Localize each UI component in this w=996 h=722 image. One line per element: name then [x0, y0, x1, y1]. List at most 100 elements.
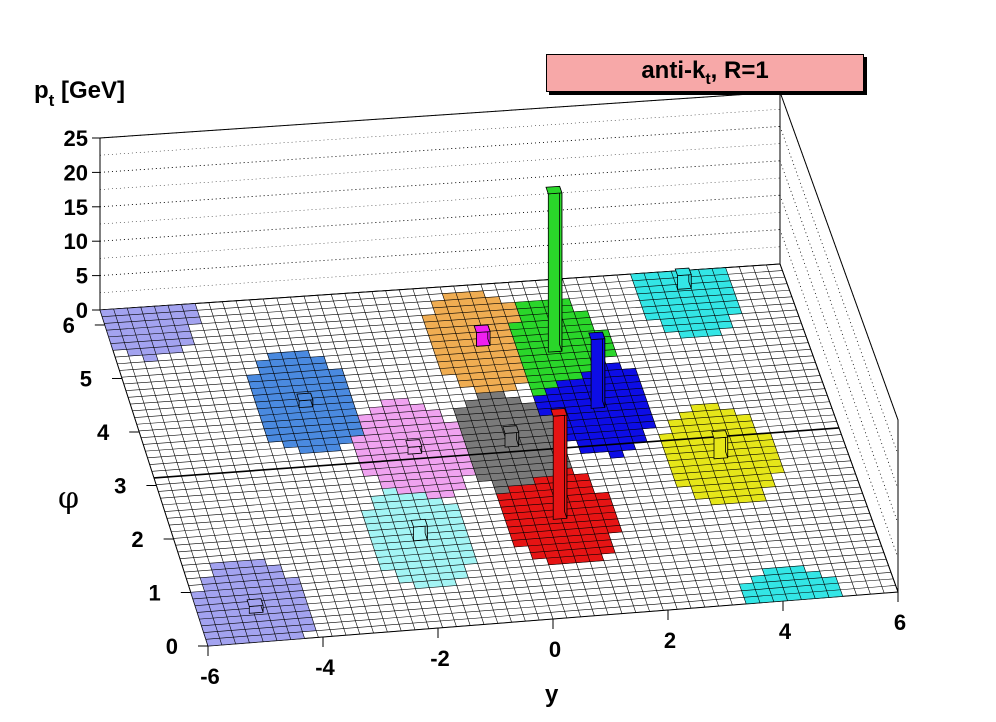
jet-cell — [432, 347, 450, 356]
floor-gridline — [102, 270, 783, 318]
jet-cell — [634, 286, 652, 295]
jet-cell — [404, 472, 422, 481]
jet-cell — [438, 490, 456, 499]
jet-cell — [418, 430, 436, 439]
jet-cell — [266, 352, 284, 361]
jet-cell — [528, 340, 545, 349]
y-tick-label: -4 — [315, 655, 335, 680]
jet-cell — [361, 468, 378, 477]
floor-gridline — [162, 453, 849, 506]
floor-gridline — [158, 440, 844, 492]
jet-cell — [439, 367, 457, 376]
tower-top — [545, 185, 563, 195]
phi-tick-label: 5 — [80, 366, 92, 391]
jet-cell — [457, 338, 475, 348]
jet-cell — [532, 354, 550, 363]
floor-gridline — [99, 263, 781, 311]
back-minor-gridline — [99, 108, 781, 156]
jet-cell — [575, 357, 593, 366]
jet-cell — [146, 326, 164, 335]
jet-cell — [516, 429, 534, 438]
jet-cell — [453, 366, 470, 375]
jet-cell — [719, 408, 737, 417]
floor-gridline — [182, 512, 870, 566]
jet-cell — [612, 382, 630, 391]
phi-tick-label: 3 — [114, 473, 126, 498]
jet-cell — [711, 267, 729, 276]
jet-cell — [115, 314, 132, 323]
jet-cell — [282, 398, 299, 408]
jet-tower — [502, 425, 520, 448]
jet-cell — [650, 291, 668, 300]
jet-cell — [262, 379, 279, 388]
jet-cell — [266, 564, 284, 573]
jet-cell — [530, 428, 548, 437]
jet-cell — [475, 351, 493, 360]
jet-cell — [321, 389, 338, 398]
jet-cell — [721, 293, 738, 302]
chart-title-main: anti-k — [641, 57, 706, 85]
jet-cell — [610, 375, 627, 384]
jet-cell — [478, 398, 495, 407]
jet-cell — [473, 303, 491, 312]
jet-cell — [469, 372, 486, 381]
jet-cell — [518, 518, 536, 527]
jet-cell — [669, 425, 687, 434]
jet-cell — [255, 359, 272, 368]
floor-gridline — [175, 493, 863, 546]
floor-gridline — [190, 539, 880, 593]
floor-gridline — [199, 565, 889, 620]
back-minor-gridline — [99, 126, 781, 173]
jet-cell — [723, 300, 741, 309]
jet-cell — [172, 317, 189, 326]
jet-cell — [628, 387, 646, 397]
jet-cell — [281, 440, 299, 449]
jet-cell — [489, 391, 507, 400]
floor-gridline — [117, 316, 799, 365]
jet-cell — [101, 315, 119, 324]
jet-cell — [503, 349, 520, 358]
jet-cell — [662, 324, 679, 333]
jet-cell — [491, 316, 509, 325]
jet-cell — [489, 309, 507, 318]
jet-cell — [639, 299, 656, 308]
jet-cell — [361, 427, 379, 436]
jet-cell — [461, 433, 479, 442]
jet-cell — [573, 310, 591, 319]
jet-cell — [270, 406, 288, 415]
floor-gridline — [179, 506, 868, 559]
jet-cell — [443, 421, 461, 430]
jet-cell — [334, 388, 352, 397]
jet-tower — [588, 331, 606, 409]
jet-cell — [369, 536, 387, 545]
floor-gridline — [138, 381, 823, 432]
floor-gridline — [197, 558, 887, 613]
jet-cell — [368, 447, 386, 456]
jet-cell — [108, 335, 125, 344]
jet-cell — [505, 315, 523, 324]
jet-cell — [494, 363, 511, 372]
floor-gridline — [160, 447, 847, 499]
floor-gridline — [171, 480, 858, 533]
jet-cell — [682, 303, 700, 312]
jet-cell — [703, 402, 721, 411]
chart-title: anti-kt, R=1 — [641, 57, 768, 89]
jet-cell — [475, 392, 493, 401]
jet-cell — [215, 582, 233, 591]
jet-cell — [532, 394, 550, 403]
jet-cell — [434, 354, 452, 363]
jet-cell — [626, 421, 643, 431]
jet-tower — [473, 324, 491, 347]
jet-cell — [705, 288, 722, 297]
jet-cell — [320, 430, 338, 439]
jet-cell — [384, 412, 402, 421]
jet-cell — [530, 306, 547, 315]
jet-cell — [464, 399, 482, 408]
floor-gridline — [136, 375, 821, 425]
jet-cell — [457, 420, 475, 429]
jet-cell — [252, 394, 270, 403]
jet-cell — [248, 380, 265, 389]
jet-cell — [473, 426, 491, 435]
jet-cell — [434, 476, 452, 485]
tower-top — [711, 430, 729, 439]
